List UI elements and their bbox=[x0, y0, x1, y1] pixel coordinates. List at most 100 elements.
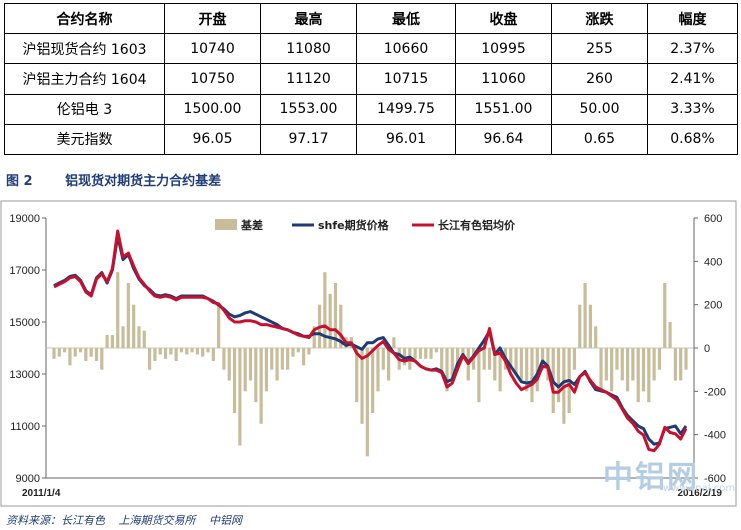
table-row: 沪铝现货合约 1603 10740 11080 10660 10995 255 … bbox=[4, 32, 738, 65]
legend-label: shfe期货价格 bbox=[318, 218, 390, 232]
basis-bar bbox=[185, 348, 189, 355]
basis-bar bbox=[456, 348, 460, 366]
header-change: 涨跌 bbox=[551, 3, 648, 34]
basis-bar bbox=[137, 326, 141, 348]
basis-bar bbox=[578, 304, 582, 348]
table-row: 伦铝电 3 1500.00 1553.00 1499.75 1551.00 50… bbox=[4, 93, 738, 125]
header-low: 最低 bbox=[356, 3, 456, 34]
right-tick-label: 0 bbox=[704, 343, 710, 355]
right-tick-label: 200 bbox=[704, 300, 722, 312]
basis-bar bbox=[201, 348, 205, 357]
source-note: 资料来源：长江有色 上海期货交易所 中铝网 bbox=[6, 512, 252, 528]
basis-bar bbox=[625, 348, 630, 392]
basis-bar bbox=[482, 348, 486, 370]
basis-bar bbox=[413, 348, 417, 359]
table-cell: 255 bbox=[551, 32, 648, 65]
basis-bar bbox=[641, 348, 646, 392]
basis-price-chart: 9000 11000 13000 15000 17000 19000 -600 -400 -20… bbox=[0, 200, 737, 507]
basis-bar bbox=[126, 283, 130, 348]
figure-caption: 图 2 铝现货对期货主力合约基差 bbox=[6, 170, 221, 189]
right-tick-label: 600 bbox=[704, 213, 722, 225]
watermark-logo: 中铝网 bbox=[603, 460, 699, 495]
right-tick-label: 400 bbox=[704, 256, 722, 268]
basis-bar bbox=[147, 348, 152, 370]
quotes-table: 合约名称 开盘 最高 最低 收盘 涨跌 幅度 沪铝现货合约 1603 10740… bbox=[4, 3, 738, 156]
right-tick-label: -400 bbox=[704, 430, 726, 442]
table-cell: 1500.00 bbox=[164, 93, 261, 125]
header-high: 最高 bbox=[260, 3, 357, 34]
table-cell: 10740 bbox=[164, 32, 261, 65]
legend-swatch-basis bbox=[215, 219, 237, 230]
left-tick-label: 17000 bbox=[9, 265, 40, 277]
basis-bar bbox=[583, 283, 587, 348]
table-cell: 50.00 bbox=[551, 93, 648, 125]
basis-bar bbox=[174, 348, 178, 361]
right-tick-label: -600 bbox=[704, 473, 726, 485]
basis-bar bbox=[615, 348, 619, 370]
basis-bar bbox=[588, 304, 593, 348]
basis-bar bbox=[381, 348, 385, 370]
table-cell: 2.41% bbox=[647, 63, 738, 95]
basis-bar bbox=[110, 335, 115, 348]
right-tick-label: -200 bbox=[704, 386, 726, 398]
basis-bar bbox=[163, 348, 168, 359]
basis-bar bbox=[657, 348, 662, 370]
table-cell: 96.64 bbox=[455, 123, 552, 156]
basis-bar bbox=[243, 348, 247, 392]
basis-bar bbox=[424, 348, 428, 359]
table-cell: 美元指数 bbox=[4, 123, 165, 156]
basis-bar bbox=[302, 348, 306, 366]
basis-bar bbox=[158, 348, 162, 355]
basis-bar bbox=[620, 348, 624, 381]
basis-bar bbox=[232, 348, 237, 413]
x-end-label: 2016/2/19 bbox=[678, 488, 723, 499]
legend-label: 基差 bbox=[240, 218, 263, 232]
table-cell: 10750 bbox=[164, 63, 261, 95]
table-cell: 沪铝现货合约 1603 bbox=[4, 32, 165, 65]
source-item: 资料来源：长江有色 bbox=[6, 514, 105, 527]
basis-bar bbox=[599, 348, 603, 392]
basis-bar bbox=[270, 348, 274, 370]
basis-bar bbox=[169, 348, 173, 355]
basis-bar bbox=[153, 348, 157, 361]
basis-bar bbox=[89, 348, 93, 357]
basis-bar bbox=[572, 348, 577, 370]
left-tick-label: 11000 bbox=[10, 421, 40, 433]
basis-bar bbox=[514, 348, 518, 374]
table-cell: 0.68% bbox=[647, 123, 738, 156]
table-cell: 97.17 bbox=[260, 123, 357, 156]
table-cell: 260 bbox=[551, 63, 648, 95]
table-cell: 沪铝主力合约 1604 bbox=[4, 63, 165, 95]
basis-bar bbox=[179, 348, 184, 353]
basis-bar bbox=[493, 348, 497, 381]
basis-bar bbox=[477, 348, 481, 403]
basis-bar bbox=[541, 348, 545, 370]
basis-bar bbox=[286, 348, 290, 370]
table-cell: 10995 bbox=[455, 32, 552, 65]
basis-bar bbox=[556, 348, 561, 403]
left-tick-label: 15000 bbox=[9, 317, 40, 329]
table-cell: 96.01 bbox=[356, 123, 456, 156]
basis-bar bbox=[132, 304, 136, 348]
basis-bar bbox=[647, 348, 651, 403]
basis-bar bbox=[679, 348, 683, 381]
basis-bar bbox=[487, 348, 492, 370]
table-cell: 1551.00 bbox=[455, 93, 552, 125]
left-tick-label: 19000 bbox=[9, 213, 40, 225]
basis-bar bbox=[434, 348, 438, 353]
basis-bar bbox=[78, 348, 83, 353]
table-cell: 10660 bbox=[356, 32, 456, 65]
basis-bar bbox=[116, 272, 120, 348]
basis-bar bbox=[222, 348, 226, 370]
basis-bar bbox=[668, 322, 672, 348]
basis-bar bbox=[275, 348, 279, 381]
basis-bar bbox=[105, 335, 109, 348]
basis-bar bbox=[631, 348, 635, 381]
chart-frame bbox=[0, 200, 737, 507]
basis-bar bbox=[264, 348, 269, 392]
basis-bar bbox=[121, 326, 125, 348]
basis-bar bbox=[610, 348, 614, 392]
basis-bar bbox=[371, 348, 375, 413]
basis-bar bbox=[94, 348, 99, 361]
basis-bar bbox=[652, 348, 656, 381]
